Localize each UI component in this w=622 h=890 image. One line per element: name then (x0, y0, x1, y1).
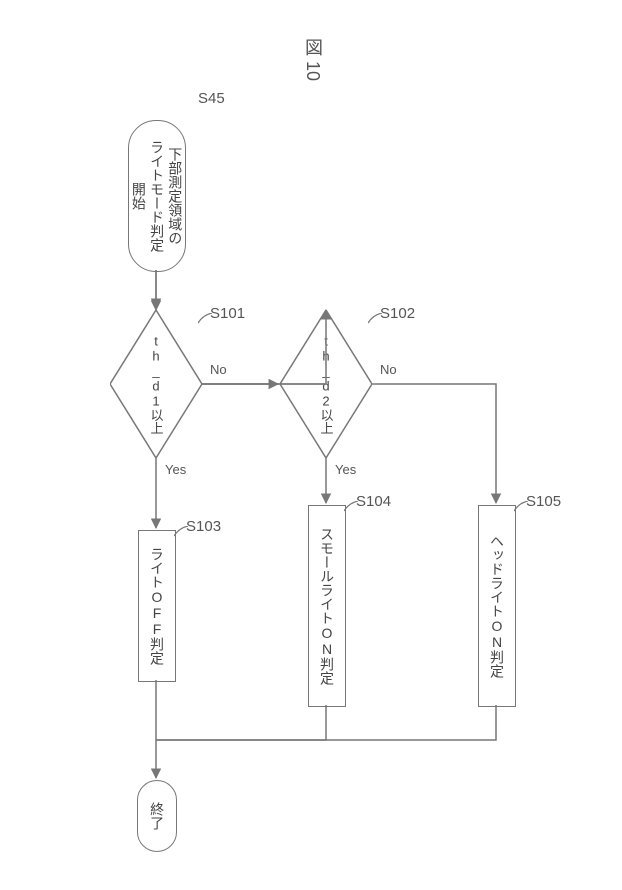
flow-lines-main (0, 0, 622, 890)
